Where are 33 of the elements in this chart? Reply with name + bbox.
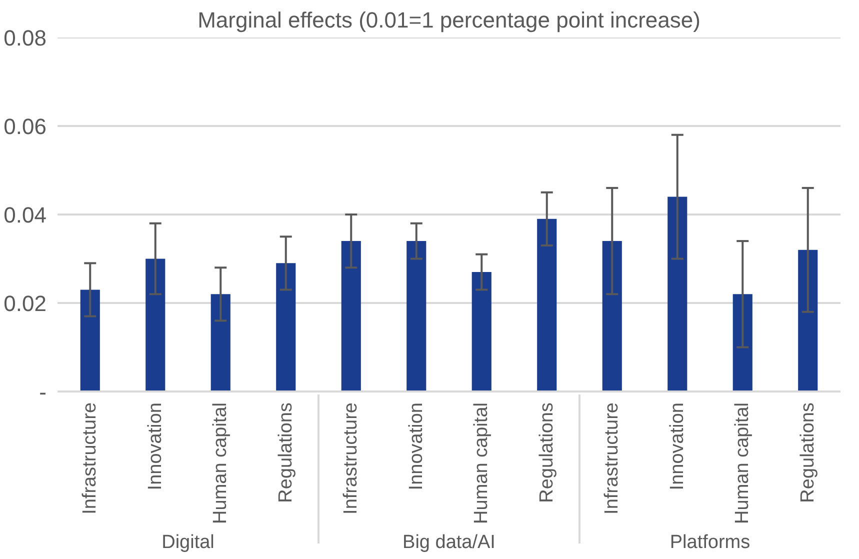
bar — [146, 258, 166, 392]
x-tick-label: Innovation — [144, 402, 166, 490]
bar — [472, 272, 492, 392]
chart-title: Marginal effects (0.01=1 percentage point increase) — [198, 8, 700, 32]
x-tick-label: Human capital — [210, 402, 232, 524]
x-tick-label: Infrastructure — [602, 402, 623, 514]
x-tick-label: Infrastructure — [80, 402, 101, 514]
text: Big data/AI — [402, 532, 496, 553]
text: Digital — [162, 532, 214, 553]
x-tick-label: Innovation — [666, 402, 688, 490]
text: Platforms — [670, 532, 750, 553]
bar — [80, 290, 100, 392]
x-tick-label: Infrastructure — [340, 402, 362, 514]
x-tick-label: Human capital — [732, 402, 754, 524]
bar — [537, 218, 557, 392]
y-tick-label: 0.06 — [4, 114, 47, 139]
bar — [276, 263, 296, 392]
x-tick-label: Human capital — [471, 402, 492, 524]
y-tick-label: - — [39, 380, 46, 404]
bar — [602, 241, 622, 392]
bar — [798, 250, 818, 392]
x-tick-label: Regulations — [536, 402, 558, 503]
y-tick-label: 0.02 — [4, 291, 47, 316]
x-tick-label: Regulations — [275, 402, 296, 503]
bar — [668, 196, 688, 392]
x-tick-label: Innovation — [406, 402, 427, 490]
bar — [210, 294, 230, 392]
y-tick-label: 0.04 — [4, 202, 47, 228]
x-tick-label: Regulations — [797, 402, 818, 503]
bar — [341, 241, 361, 392]
bar — [406, 241, 426, 392]
bar — [732, 294, 752, 392]
y-tick-label: 0.08 — [4, 26, 47, 50]
